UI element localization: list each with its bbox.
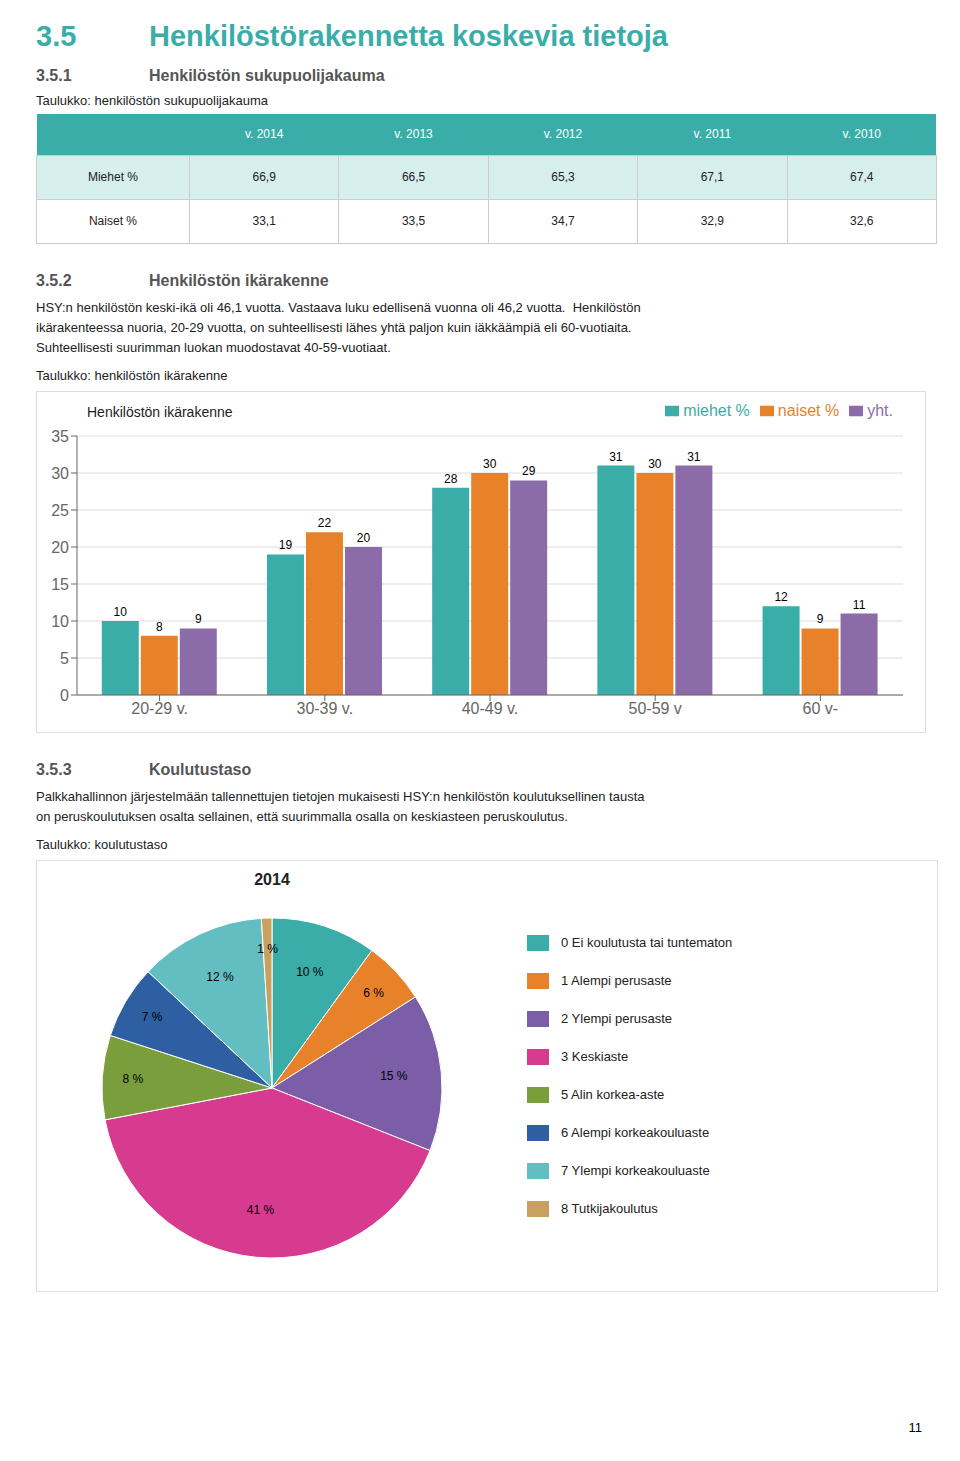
svg-text:20-29 v.: 20-29 v. [131, 700, 188, 717]
svg-text:19: 19 [279, 538, 293, 552]
svg-text:8 %: 8 % [123, 1072, 144, 1086]
svg-text:15: 15 [51, 575, 69, 592]
svg-text:35: 35 [51, 427, 69, 444]
html-text:6 Alempi korkeakouluaste: 6 Alempi korkeakouluaste [561, 1125, 710, 1140]
html-text:naiset %: naiset % [777, 401, 840, 419]
svg-text:6 %: 6 % [363, 985, 384, 999]
html-text:Henkilöstön sukupuolijakauma: Henkilöstön sukupuolijakauma [149, 67, 385, 84]
svg-text:25: 25 [51, 501, 69, 518]
svg-text:31: 31 [687, 449, 701, 463]
svg-text:9: 9 [817, 612, 824, 626]
svg-text:12: 12 [774, 590, 788, 604]
svg-text:22: 22 [318, 516, 332, 530]
html-text:2 Ylempi perusaste: 2 Ylempi perusaste [561, 1011, 672, 1026]
html-text:32,9: 32,9 [700, 214, 724, 228]
html-text:11: 11 [908, 1420, 922, 1435]
svg-text:10: 10 [51, 612, 69, 629]
html-text:v. 2013: v. 2013 [394, 127, 433, 142]
html-text:2014: 2014 [254, 870, 290, 888]
html-text:Miehet %: Miehet % [88, 170, 138, 184]
html-text:33,5: 33,5 [401, 214, 426, 228]
svg-text:11: 11 [853, 597, 866, 611]
html-text:Henkilöstön ikärakenne: Henkilöstön ikärakenne [149, 271, 329, 289]
svg-text:30: 30 [648, 457, 662, 471]
html-text:Henkilöstörakennetta koskevia: Henkilöstörakennetta koskevia tietoja [149, 20, 668, 52]
svg-text:20: 20 [51, 538, 69, 555]
html-text:Palkkahallinnon järjestelmään: Palkkahallinnon järjestelmään tallennett… [36, 788, 645, 804]
svg-text:20: 20 [357, 531, 371, 545]
svg-text:29: 29 [522, 464, 536, 478]
svg-text:40-49 v.: 40-49 v. [462, 700, 519, 717]
html-text:66,9: 66,9 [252, 170, 276, 184]
svg-text:0: 0 [60, 686, 69, 703]
html-text:7 Ylempi korkeakouluaste: 7 Ylempi korkeakouluaste [561, 1163, 710, 1178]
html-text:3.5: 3.5 [36, 20, 77, 52]
html-text:33,1: 33,1 [252, 214, 276, 228]
html-text:on peruskoulutuksen osalta sel: on peruskoulutuksen osalta sellainen, et… [36, 808, 568, 824]
html-text:HSY:n henkilöstön keski-ikä ol: HSY:n henkilöstön keski-ikä oli 46,1 vuo… [36, 299, 641, 315]
html-text:5 Alin korkea-aste: 5 Alin korkea-aste [561, 1087, 665, 1102]
html-text:v. 2012: v. 2012 [543, 127, 583, 142]
svg-text:30: 30 [51, 464, 69, 481]
svg-text:30: 30 [483, 457, 497, 471]
html-text:Naiset %: Naiset % [89, 214, 137, 228]
html-text:65,3: 65,3 [551, 170, 575, 184]
html-text:0 Ei koulutusta tai tuntematon: 0 Ei koulutusta tai tuntematon [561, 935, 733, 950]
html-text:1 Alempi perusaste: 1 Alempi perusaste [561, 973, 672, 988]
svg-text:7 %: 7 % [142, 1010, 163, 1024]
svg-text:8: 8 [156, 619, 163, 633]
svg-text:12 %: 12 % [206, 970, 234, 984]
html-text:Koulutustaso: Koulutustaso [149, 760, 252, 778]
html-text:yht.: yht. [867, 401, 893, 419]
svg-text:10: 10 [114, 605, 128, 619]
svg-text:28: 28 [444, 471, 458, 485]
html-text:32,6: 32,6 [850, 214, 874, 228]
html-text:3.5.1: 3.5.1 [36, 67, 72, 84]
html-text:67,4: 67,4 [850, 170, 874, 184]
html-text:3.5.3: 3.5.3 [36, 760, 72, 778]
svg-text:10 %: 10 % [296, 964, 324, 978]
html-text:67,1: 67,1 [700, 170, 724, 184]
html-text:ikärakenteessa nuoria, 20-29 v: ikärakenteessa nuoria, 20-29 vuotta, on … [36, 319, 632, 335]
svg-text:9: 9 [195, 612, 202, 626]
svg-text:31: 31 [609, 449, 623, 463]
html-text:miehet %: miehet % [683, 401, 750, 419]
html-text:Taulukko: koulutustaso: Taulukko: koulutustaso [36, 836, 168, 852]
html-text:3.5.2: 3.5.2 [36, 271, 72, 289]
html-text:v. 2014: v. 2014 [244, 127, 284, 142]
svg-text:41 %: 41 % [247, 1202, 275, 1216]
html-text:66,5: 66,5 [401, 170, 426, 184]
html-text:3 Keskiaste: 3 Keskiaste [561, 1049, 629, 1064]
html-text:Taulukko: henkilöstön ikäraken: Taulukko: henkilöstön ikärakenne [36, 367, 228, 383]
html-text:Suhteellisesti suurimman luoka: Suhteellisesti suurimman luokan muodosta… [36, 339, 391, 355]
svg-text:50-59 v: 50-59 v [629, 700, 682, 717]
html-text:Henkilöstön ikärakenne: Henkilöstön ikärakenne [87, 403, 233, 420]
svg-text:5: 5 [60, 649, 69, 666]
html-text:8 Tutkijakoulutus: 8 Tutkijakoulutus [561, 1201, 658, 1216]
svg-text:60 v-: 60 v- [803, 700, 839, 717]
html-text:Taulukko: henkilöstön sukupuol: Taulukko: henkilöstön sukupuolijakauma [36, 93, 268, 108]
svg-text:30-39 v.: 30-39 v. [296, 700, 353, 717]
html-text:34,7: 34,7 [551, 214, 575, 228]
svg-text:1 %: 1 % [257, 941, 278, 955]
html-text:v. 2011: v. 2011 [693, 127, 732, 142]
svg-text:15 %: 15 % [380, 1069, 408, 1083]
html-text:v. 2010: v. 2010 [842, 127, 881, 142]
